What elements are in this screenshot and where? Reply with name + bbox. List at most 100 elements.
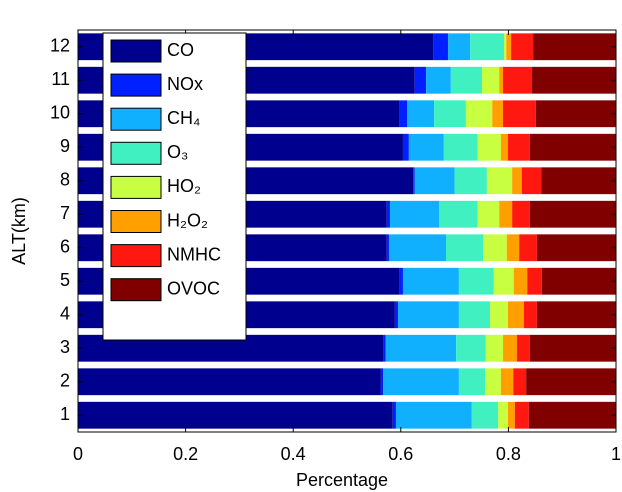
legend-label: CH₄: [167, 108, 200, 128]
legend-swatch: [110, 210, 162, 233]
y-tick-label: 11: [51, 69, 70, 89]
bar-segment: [399, 100, 408, 128]
y-tick-label: 9: [60, 136, 70, 156]
legend-swatch: [110, 244, 162, 268]
bar-segment: [454, 167, 487, 195]
legend-label: NOx: [167, 74, 203, 94]
y-tick-label: 7: [60, 203, 70, 223]
bar-segment: [482, 66, 500, 94]
legend-label: H₂O₂: [167, 210, 208, 230]
legend-swatch: [110, 73, 162, 97]
bar-segment: [514, 401, 529, 429]
bar-segment: [471, 401, 499, 429]
bar-segment: [528, 401, 616, 429]
x-axis-label: Percentage: [296, 470, 388, 490]
y-tick-label: 5: [60, 270, 70, 290]
bar-segment: [390, 200, 439, 228]
bar-segment: [532, 66, 616, 94]
bar-segment: [445, 234, 484, 262]
bar-segment: [512, 200, 530, 228]
bar-segment: [78, 368, 381, 396]
bar-segment: [443, 133, 478, 161]
bar-segment: [402, 267, 459, 295]
bar-segment: [513, 267, 528, 295]
legend: CO NOx CH₄ O₃ HO₂ H₂O₂ NMHC OVOC: [102, 32, 247, 341]
legend-label: O₃: [167, 142, 188, 162]
x-tick-label: 1: [611, 444, 621, 464]
bar-segment: [503, 100, 536, 128]
bar-segment: [450, 66, 483, 94]
y-tick-label: 8: [60, 170, 70, 190]
bar-segment: [513, 368, 527, 396]
bar-segment: [414, 66, 427, 94]
plot-frame: [77, 29, 617, 433]
y-tick-label: 12: [50, 36, 70, 56]
legend-label: NMHC: [167, 244, 221, 264]
bar-segment: [519, 234, 537, 262]
y-tick-label: 4: [60, 304, 70, 324]
bar-segment: [414, 167, 455, 195]
bar-segment: [448, 33, 471, 61]
bar-segment: [517, 334, 530, 362]
bar-segment: [465, 100, 493, 128]
bar-segment: [498, 401, 508, 429]
bar-segment: [499, 200, 513, 228]
bar-segment: [395, 401, 472, 429]
bar-segment: [529, 200, 616, 228]
bar-segment: [486, 167, 513, 195]
x-tick-label: 0.2: [173, 444, 198, 464]
y-tick-label: 1: [60, 404, 70, 424]
legend-label: OVOC: [167, 278, 220, 298]
y-tick-label: 3: [60, 337, 70, 357]
bar-segment: [434, 100, 466, 128]
y-tick-label: 6: [60, 237, 70, 257]
bar-segment: [399, 267, 403, 295]
bar-segment: [504, 33, 507, 61]
bar-segment: [541, 167, 616, 195]
bar-segment: [499, 66, 504, 94]
y-tick-label: 10: [50, 103, 70, 123]
bar-segment: [485, 334, 504, 362]
bar-segment: [492, 100, 504, 128]
bar-segment: [521, 167, 542, 195]
bar-segment: [477, 133, 501, 161]
bar-segment: [458, 368, 486, 396]
bar-segment: [511, 33, 534, 61]
bar-segment: [533, 33, 616, 61]
bar-segment: [385, 334, 457, 362]
bar-segment: [78, 401, 393, 429]
y-axis-label: ALT(km): [9, 197, 29, 265]
bar-segment: [535, 100, 616, 128]
bar-segment: [388, 234, 446, 262]
bar-segment: [526, 368, 616, 396]
bar-segment: [402, 133, 409, 161]
legend-swatch: [110, 39, 162, 63]
legend-label: HO₂: [167, 176, 201, 196]
bar-segment: [506, 33, 512, 61]
bar-segment: [529, 334, 616, 362]
bar-segment: [507, 301, 525, 329]
bar-segment: [438, 200, 478, 228]
bar-segment: [386, 234, 389, 262]
bar-segment: [394, 301, 399, 329]
bar-segment: [458, 267, 494, 295]
bar-segment: [408, 133, 444, 161]
bar-segment: [506, 234, 520, 262]
bar-segment: [536, 301, 616, 329]
bar-segment: [500, 133, 508, 161]
bar-segment: [512, 167, 522, 195]
bar-segment: [541, 267, 616, 295]
bar-segment: [398, 301, 459, 329]
x-tick-label: 0.4: [281, 444, 306, 464]
bar-segment: [433, 33, 449, 61]
bar-segment: [477, 200, 500, 228]
legend-swatch: [110, 175, 162, 199]
x-tick-label: 0: [73, 444, 83, 464]
bar-segment: [529, 133, 616, 161]
bar-segment: [507, 133, 530, 161]
bar-segment: [392, 401, 396, 429]
bar-segment: [383, 368, 459, 396]
bar-segment: [503, 334, 518, 362]
y-tick-label: 2: [60, 371, 70, 391]
